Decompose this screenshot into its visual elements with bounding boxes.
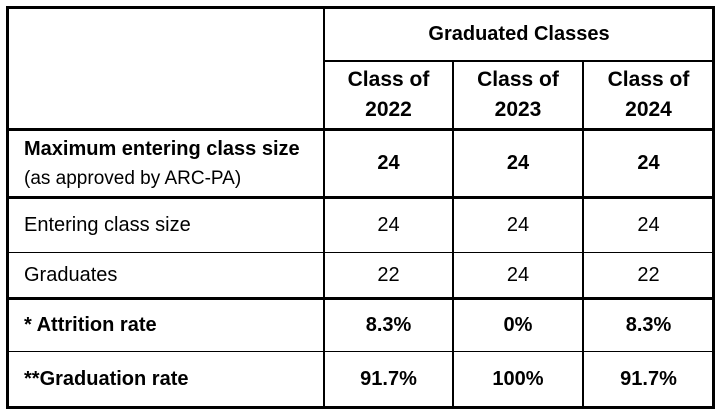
row-label: Entering class size (24, 214, 191, 236)
row-label-max-class-size: Maximum entering class size (as approved… (8, 131, 323, 196)
row-label-graduates: Graduates (8, 253, 323, 297)
table-border (6, 6, 715, 409)
table-cell: 22 (325, 253, 452, 297)
row-divider (323, 60, 713, 62)
row-label-entering-class-size: Entering class size (8, 199, 323, 252)
cell-value: 100% (492, 367, 544, 390)
cell-value: 24 (637, 214, 660, 236)
table-cell: 24 (454, 199, 582, 252)
cell-value: 8.3% (625, 314, 672, 336)
table-cell: 24 (325, 131, 452, 196)
row-divider (8, 351, 713, 352)
class-header-2024: Class of 2024 (584, 62, 713, 128)
cell-value: 24 (377, 214, 400, 236)
table-cell: 91.7% (584, 352, 713, 406)
row-label: * Attrition rate (24, 314, 157, 336)
col-divider (323, 8, 325, 406)
table-cell: 91.7% (325, 352, 452, 406)
class-header-year: 2023 (494, 98, 542, 121)
cell-value: 22 (637, 263, 660, 286)
cell-value: 24 (637, 152, 660, 174)
class-header-line1: Class of (477, 68, 559, 91)
class-header-line1: Class of (347, 68, 430, 91)
col-divider (452, 61, 454, 406)
cell-value: 24 (506, 214, 530, 236)
table-cell: 100% (454, 352, 582, 406)
row-label: Graduates (24, 263, 118, 286)
row-divider-thick (8, 128, 713, 131)
table-cell: 8.3% (325, 300, 452, 351)
class-header-2022: Class of 2022 (325, 62, 452, 128)
cell-value: 91.7% (360, 367, 417, 390)
class-header-year: 2022 (365, 98, 412, 121)
row-label-graduation-rate: **Graduation rate (8, 352, 323, 406)
max-class-size-note: (as approved by ARC-PA) (24, 167, 242, 189)
cell-value: 24 (377, 152, 400, 174)
class-header-2023: Class of 2023 (454, 62, 582, 128)
table-cell: 8.3% (584, 300, 713, 351)
row-divider (8, 252, 713, 253)
table-cell: 22 (584, 253, 713, 297)
cell-value: 0% (503, 314, 533, 336)
table-cell: 24 (325, 199, 452, 252)
table-cell: 24 (454, 253, 582, 297)
row-divider-thick (8, 297, 713, 300)
max-class-size-label: Maximum entering class size (24, 137, 300, 160)
table-cell: 24 (584, 199, 713, 252)
cell-value: 91.7% (620, 367, 677, 390)
table-cell: 24 (584, 131, 713, 196)
cell-value: 24 (506, 263, 530, 286)
row-label-attrition-rate: * Attrition rate (8, 300, 323, 351)
cell-value: 22 (377, 263, 400, 286)
graduated-classes-header: Graduated Classes (325, 9, 713, 60)
cell-value: 8.3% (365, 314, 412, 336)
row-label: **Graduation rate (24, 367, 189, 390)
graduated-classes-label: Graduated Classes (428, 23, 610, 45)
class-header-year: 2024 (625, 98, 672, 121)
class-header-line1: Class of (607, 68, 690, 91)
cell-value: 24 (506, 152, 530, 174)
table-cell: 24 (454, 131, 582, 196)
table-cell: 0% (454, 300, 582, 351)
col-divider (582, 61, 584, 406)
row-divider-thick (8, 196, 713, 199)
